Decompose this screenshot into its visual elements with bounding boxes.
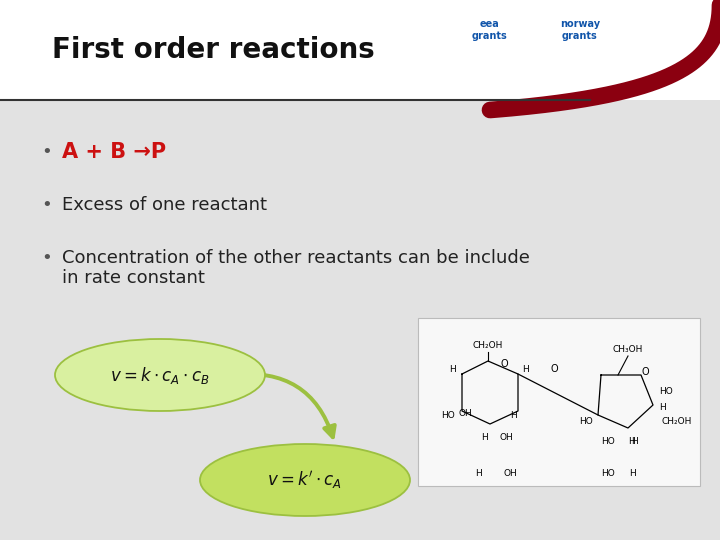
- Text: •: •: [42, 143, 53, 161]
- Text: HO: HO: [601, 469, 615, 477]
- Text: CH₂OH: CH₂OH: [661, 417, 691, 427]
- Text: H: H: [482, 434, 488, 442]
- Text: O: O: [551, 364, 558, 375]
- Text: O: O: [500, 359, 508, 369]
- Text: in rate constant: in rate constant: [62, 269, 205, 287]
- Text: CH₃OH: CH₃OH: [613, 346, 643, 354]
- Text: O: O: [642, 367, 649, 377]
- Ellipse shape: [200, 444, 410, 516]
- Text: Concentration of the other reactants can be include: Concentration of the other reactants can…: [62, 249, 530, 267]
- Bar: [418, 318, 700, 486]
- Text: H: H: [628, 437, 635, 447]
- Text: A + B →P: A + B →P: [62, 142, 166, 162]
- FancyArrowPatch shape: [233, 374, 335, 437]
- Text: Excess of one reactant: Excess of one reactant: [62, 196, 267, 214]
- Text: H: H: [631, 437, 639, 447]
- Text: OH: OH: [458, 409, 472, 418]
- Text: HO: HO: [441, 411, 455, 421]
- Text: eea
grants: eea grants: [472, 19, 508, 41]
- Text: H: H: [510, 411, 517, 421]
- Text: H: H: [629, 469, 636, 477]
- Text: norway
grants: norway grants: [560, 19, 600, 41]
- Text: CH₂OH: CH₂OH: [473, 341, 503, 350]
- Text: H: H: [522, 366, 528, 375]
- Text: H: H: [449, 366, 456, 375]
- Text: OH: OH: [503, 469, 517, 477]
- Text: $v = k^{\prime} \cdot c_A$: $v = k^{\prime} \cdot c_A$: [268, 469, 343, 491]
- Text: HO: HO: [580, 417, 593, 427]
- Text: •: •: [42, 249, 53, 267]
- Text: HO: HO: [659, 388, 672, 396]
- Text: H: H: [659, 403, 666, 413]
- Text: HO: HO: [601, 437, 615, 447]
- Text: First order reactions: First order reactions: [52, 36, 374, 64]
- Text: •: •: [42, 196, 53, 214]
- Text: H: H: [474, 469, 482, 477]
- Text: OH: OH: [500, 434, 514, 442]
- Bar: [0, 100, 720, 540]
- Text: $v = k \cdot c_A \cdot c_B$: $v = k \cdot c_A \cdot c_B$: [110, 364, 210, 386]
- Ellipse shape: [55, 339, 265, 411]
